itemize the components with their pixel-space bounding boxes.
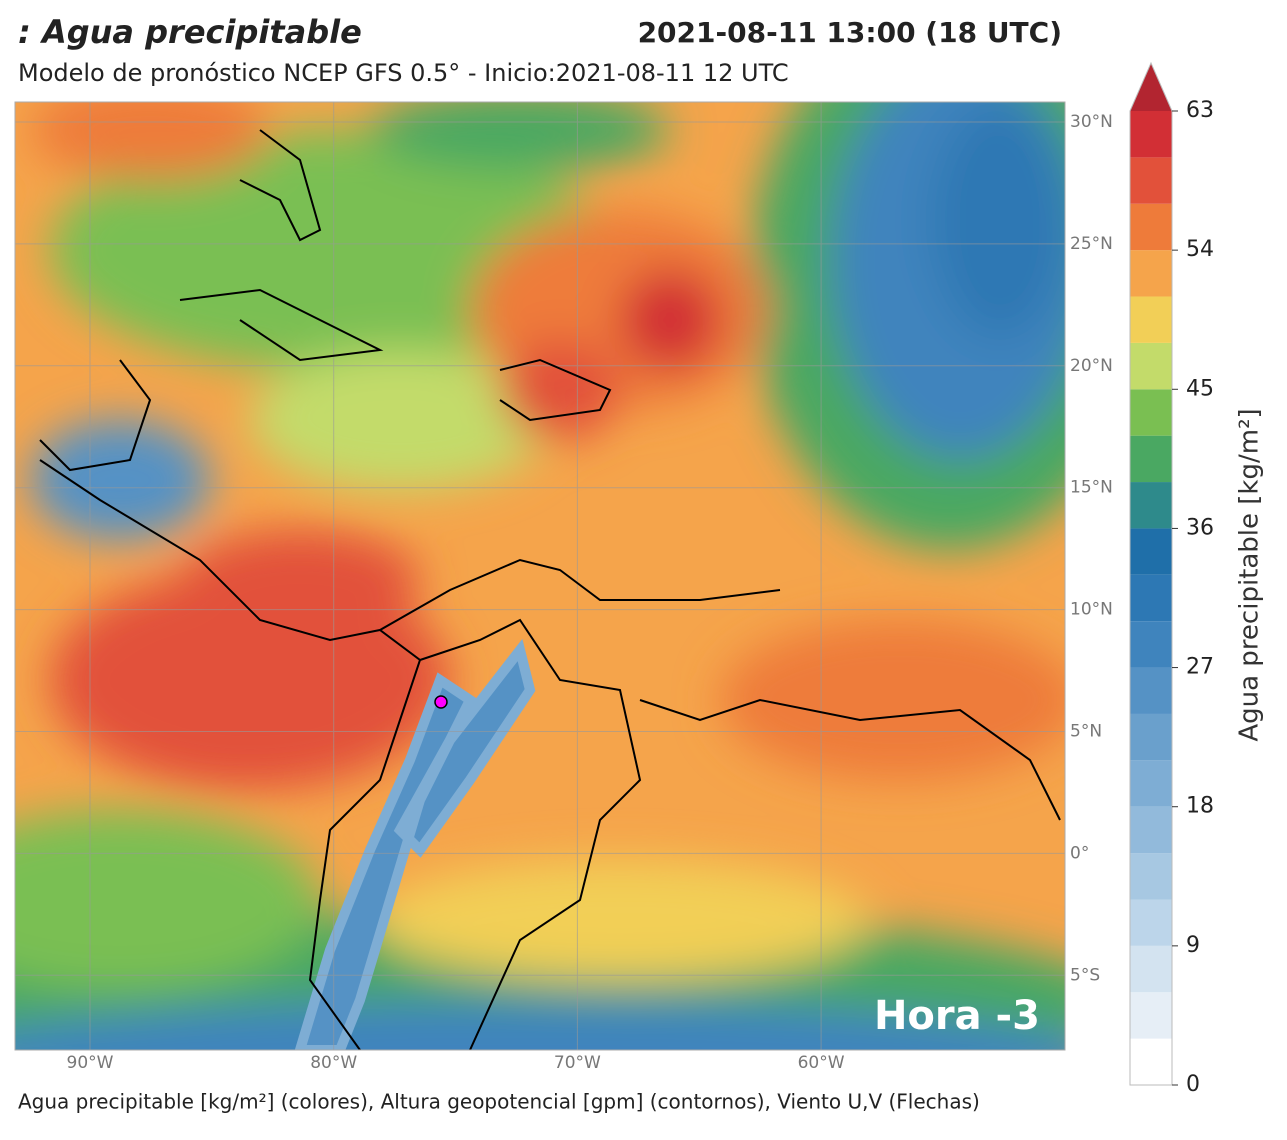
- coastlines: [39, 129, 1061, 1050]
- lat-label: 25°N: [1070, 234, 1113, 254]
- colorbar-bin: [1130, 760, 1172, 807]
- colorbar-bin: [1130, 157, 1172, 204]
- lat-label: 10°N: [1070, 600, 1113, 620]
- colorbar-bin: [1130, 574, 1172, 622]
- lon-label: 70°W: [554, 1053, 601, 1073]
- colorbar-bin: [1130, 111, 1172, 158]
- lat-label: 5°S: [1070, 965, 1100, 985]
- colorbar-bin: [1130, 853, 1172, 900]
- lat-label: 15°N: [1070, 478, 1113, 498]
- map-frame: [14, 101, 1066, 1051]
- colorbar-tick-label: 27: [1186, 655, 1214, 680]
- colorbar-bin: [1130, 945, 1172, 993]
- graticule: [15, 102, 1065, 1050]
- lat-label: 30°N: [1070, 112, 1113, 132]
- colorbar-bin: [1130, 296, 1172, 343]
- datetime: 2021-08-11 13:00 (18 UTC): [638, 16, 1062, 49]
- colorbar-bin: [1130, 713, 1172, 761]
- lat-label: 5°N: [1070, 722, 1102, 742]
- subtitle: Modelo de pronóstico NCEP GFS 0.5° - Ini…: [18, 59, 789, 87]
- colorbar-bin: [1130, 203, 1172, 251]
- andes: [294, 638, 536, 1050]
- colorbar-bin: [1130, 899, 1172, 946]
- colorbar-bin: [1130, 482, 1172, 529]
- colorbar-tick-label: 9: [1186, 933, 1200, 958]
- colorbar-bin: [1130, 1038, 1172, 1085]
- colorbar-bin: [1130, 621, 1172, 668]
- lon-label: 60°W: [798, 1053, 845, 1073]
- colorbar-bin: [1130, 250, 1172, 297]
- lat-label: 20°N: [1070, 356, 1113, 376]
- colorbar-tick-label: 63: [1186, 98, 1214, 123]
- lat-label: 0°: [1070, 843, 1089, 863]
- colorbar-extend: [1130, 63, 1172, 111]
- colorbar-bin: [1130, 992, 1172, 1039]
- colorbar-bin: [1130, 389, 1172, 436]
- colorbar-bin: [1130, 435, 1172, 483]
- colorbar-bin: [1130, 528, 1172, 575]
- colorbar-bin: [1130, 342, 1172, 390]
- colorbar-label: Agua precipitable [kg/m²]: [1235, 408, 1265, 741]
- colorbar-frame: [1129, 61, 1173, 1086]
- lon-label: 80°W: [310, 1053, 357, 1073]
- colorbar-bin: [1130, 806, 1172, 854]
- colorbar-tick-label: 54: [1186, 237, 1214, 262]
- colorbar-tick-label: 0: [1186, 1072, 1200, 1097]
- colorbar-tick-label: 45: [1186, 376, 1214, 401]
- field: [15, 102, 1065, 1050]
- footer: Agua precipitable [kg/m²] (colores), Alt…: [18, 1090, 980, 1114]
- colorbar-tick-label: 36: [1186, 515, 1214, 540]
- colorbar-bin: [1130, 667, 1172, 714]
- location-marker: [434, 695, 448, 709]
- lon-label: 90°W: [67, 1053, 114, 1073]
- colorbar-tick-label: 18: [1186, 794, 1214, 819]
- overlay-label: Hora -3: [874, 993, 1040, 1039]
- title: : Agua precipitable: [18, 13, 362, 51]
